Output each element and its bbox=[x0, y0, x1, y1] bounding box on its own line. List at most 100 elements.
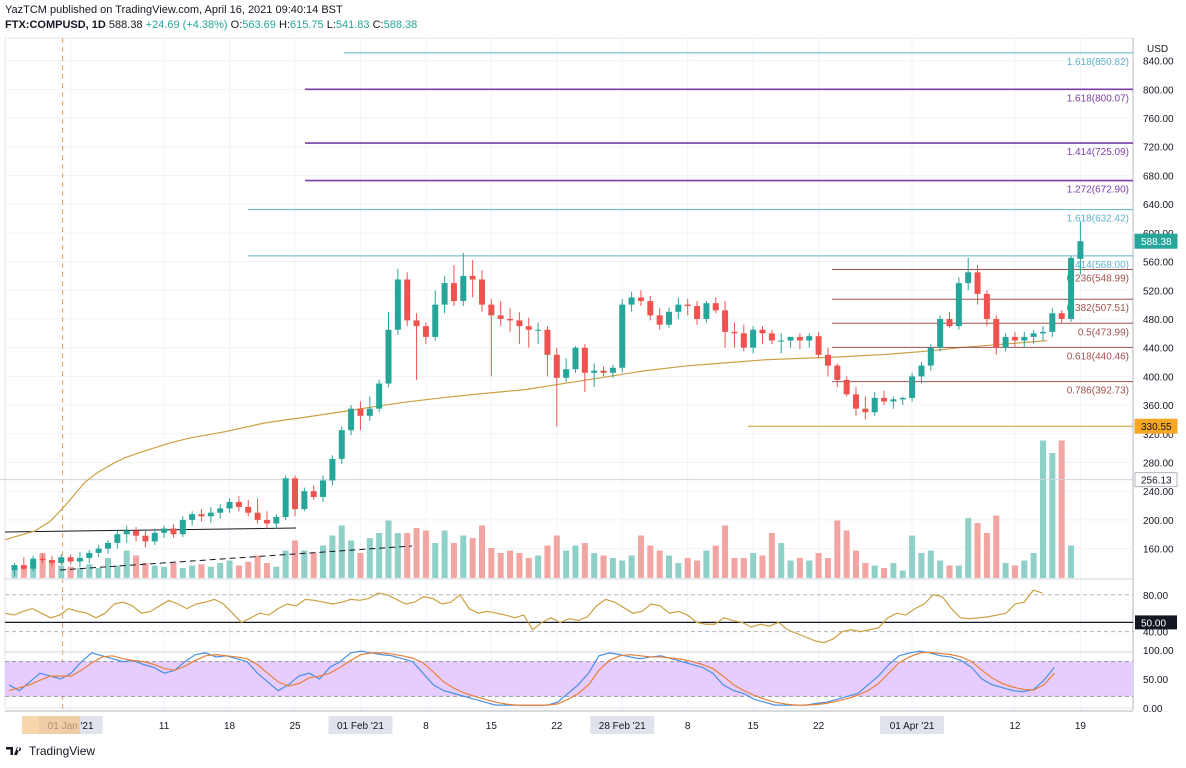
candle-body bbox=[58, 557, 65, 563]
publisher-line: YazTCM published on TradingView.com, Apr… bbox=[5, 4, 343, 16]
y-tick-label: 360.00 bbox=[1143, 401, 1174, 412]
candle-body bbox=[142, 535, 149, 542]
x-tick-label: 12 bbox=[1009, 721, 1021, 732]
volume-bar bbox=[591, 553, 598, 578]
volume-bar bbox=[563, 550, 570, 578]
volume-bar bbox=[899, 570, 906, 578]
volume-bar bbox=[890, 563, 897, 578]
fib-level-label: 0.236(548.99) bbox=[1067, 273, 1129, 284]
volume-bar bbox=[292, 540, 298, 578]
volume-bar bbox=[684, 558, 691, 578]
candle-body bbox=[722, 310, 729, 332]
x-tick-label: 15 bbox=[486, 721, 498, 732]
symbol-label[interactable]: FTX:COMPUSD, 1D bbox=[5, 19, 106, 31]
candle-body bbox=[1021, 336, 1028, 341]
volume-bar bbox=[806, 560, 813, 578]
volume-bar bbox=[254, 555, 261, 578]
candle-body bbox=[731, 331, 738, 334]
volume-bar bbox=[105, 558, 111, 578]
stoch-tick-label: 0.00 bbox=[1143, 704, 1163, 715]
stoch-tick-label: 50.00 bbox=[1143, 675, 1168, 686]
volume-bar bbox=[881, 568, 888, 578]
volume-bar bbox=[918, 553, 925, 578]
low-value: 541.83 bbox=[335, 19, 370, 31]
volume-bar bbox=[497, 553, 504, 578]
candle-body bbox=[740, 333, 747, 348]
x-tick-label: 11 bbox=[159, 721, 170, 732]
fib-level-label: 1.414(725.09) bbox=[1067, 147, 1129, 158]
highlight-date-box bbox=[22, 716, 80, 734]
volume-bar bbox=[189, 565, 196, 578]
volume-bar bbox=[600, 555, 607, 578]
volume-bar bbox=[20, 568, 27, 578]
tradingview-logo-icon bbox=[6, 747, 22, 755]
candle-body bbox=[329, 458, 336, 481]
x-tick-box bbox=[880, 716, 945, 734]
candle-body bbox=[787, 336, 794, 341]
x-tick-label: 22 bbox=[551, 721, 563, 732]
y-tick-label: 440.00 bbox=[1143, 344, 1174, 355]
volume-bar bbox=[58, 565, 65, 578]
volume-bar bbox=[245, 561, 252, 578]
candle-body bbox=[292, 478, 298, 510]
candle-body bbox=[1077, 241, 1084, 259]
volume-bar bbox=[450, 543, 457, 578]
volume-bar bbox=[151, 565, 158, 578]
candle-body bbox=[796, 336, 803, 341]
volume-bar bbox=[516, 553, 523, 578]
currency-label: USD bbox=[1147, 44, 1168, 55]
volume-bar bbox=[553, 535, 560, 578]
candle-body bbox=[320, 480, 327, 497]
price-tag bbox=[1134, 472, 1178, 488]
volume-bar bbox=[703, 550, 710, 578]
volume-bar bbox=[544, 545, 551, 578]
rsi-value-label: 50.00 bbox=[1141, 618, 1166, 629]
volume-bar bbox=[946, 565, 953, 578]
x-tick-label: 8 bbox=[685, 721, 691, 732]
volume-bar bbox=[123, 550, 130, 578]
candle-body bbox=[301, 491, 308, 510]
candle-body bbox=[86, 552, 93, 558]
candle-body bbox=[675, 304, 682, 312]
candle-body bbox=[1058, 313, 1065, 319]
y-tick-label: 400.00 bbox=[1143, 372, 1174, 383]
brand-label[interactable]: TradingView bbox=[29, 744, 96, 758]
x-tick-box bbox=[328, 716, 393, 734]
last-price: 588.38 bbox=[108, 19, 143, 31]
candle-body bbox=[376, 383, 383, 409]
candle-body bbox=[198, 514, 205, 517]
fib-level-label: 1.414(568.00) bbox=[1067, 260, 1129, 271]
volume-bar bbox=[263, 563, 270, 578]
candle-body bbox=[441, 283, 448, 305]
rsi-tick-label: 80.00 bbox=[1143, 591, 1168, 602]
candle-body bbox=[815, 336, 822, 355]
volume-bar bbox=[535, 555, 542, 578]
x-tick-label: 01 Feb '21 bbox=[337, 721, 384, 732]
candle-body bbox=[170, 528, 177, 535]
volume-bar bbox=[572, 545, 579, 578]
fib-level-label: 1.618(850.82) bbox=[1067, 57, 1129, 68]
open-value: 563.69 bbox=[242, 19, 276, 31]
candle-body bbox=[694, 306, 701, 319]
volume-bar bbox=[937, 560, 944, 578]
candle-body bbox=[983, 293, 990, 319]
candle-body bbox=[516, 320, 523, 327]
y-tick-label: 480.00 bbox=[1143, 315, 1174, 326]
x-tick-label: 22 bbox=[813, 721, 825, 732]
volume-bar bbox=[1040, 440, 1046, 578]
candle-body bbox=[123, 530, 130, 535]
volume-bar bbox=[441, 530, 448, 578]
candle-body bbox=[637, 297, 644, 302]
candle-body bbox=[853, 394, 859, 409]
y-tick-label: 520.00 bbox=[1143, 286, 1174, 297]
candle-body bbox=[394, 279, 401, 330]
trend-line bbox=[4, 527, 297, 533]
volume-bar bbox=[824, 558, 831, 578]
candle-body bbox=[432, 304, 439, 337]
candle-body bbox=[1011, 336, 1018, 341]
moving-average-line bbox=[4, 340, 1048, 541]
candle-body bbox=[273, 517, 280, 524]
candle-body bbox=[263, 519, 270, 524]
volume-bar bbox=[320, 545, 327, 578]
